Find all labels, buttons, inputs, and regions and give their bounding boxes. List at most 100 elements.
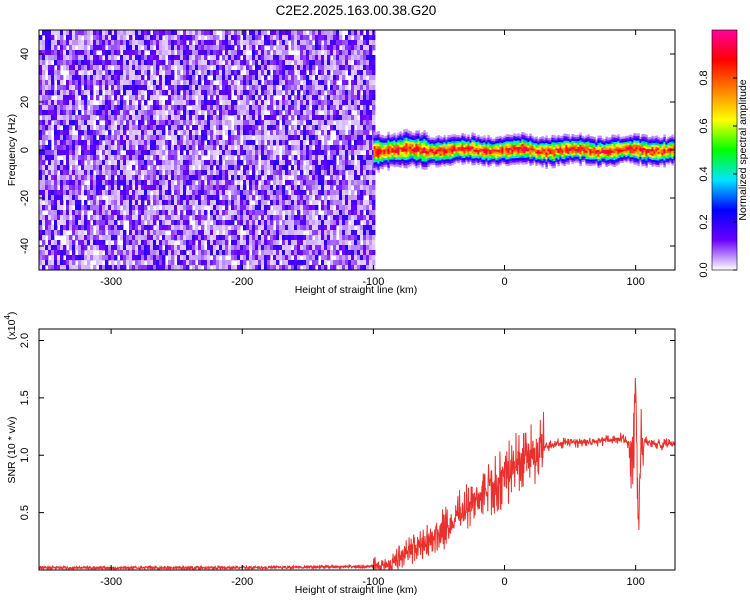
- heatmap-cell: [189, 145, 192, 150]
- heatmap-cell: [318, 135, 321, 140]
- heatmap-cell: [249, 190, 252, 195]
- heatmap-cell: [294, 185, 297, 190]
- heatmap-cell: [153, 195, 156, 200]
- heatmap-cell: [135, 155, 138, 160]
- heatmap-cell: [336, 215, 339, 220]
- heatmap-cell: [159, 225, 162, 230]
- heatmap-cell: [192, 55, 195, 60]
- heatmap-cell: [354, 100, 357, 105]
- heatmap-cell: [360, 245, 363, 250]
- heatmap-cell: [279, 115, 282, 120]
- heatmap-cell: [54, 115, 57, 120]
- heatmap-cell: [351, 125, 354, 130]
- heatmap-cell: [180, 65, 183, 70]
- heatmap-cell: [267, 205, 270, 210]
- heatmap-cell: [351, 40, 354, 45]
- heatmap-cell: [315, 180, 318, 185]
- heatmap-cell: [201, 75, 204, 80]
- heatmap-cell: [315, 150, 318, 155]
- heatmap-cell: [156, 85, 159, 90]
- heatmap-cell: [195, 115, 198, 120]
- heatmap-cell: [162, 80, 165, 85]
- heatmap-cell: [246, 220, 249, 225]
- heatmap-cell: [300, 135, 303, 140]
- heatmap-cell: [306, 125, 309, 130]
- heatmap-cell: [219, 245, 222, 250]
- heatmap-cell: [312, 220, 315, 225]
- heatmap-cell: [204, 125, 207, 130]
- heatmap-cell: [66, 150, 69, 155]
- heatmap-cell: [351, 200, 354, 205]
- heatmap-cell: [264, 255, 267, 260]
- heatmap-cell: [354, 45, 357, 50]
- heatmap-cell: [249, 85, 252, 90]
- heatmap-cell: [93, 215, 96, 220]
- heatmap-cell: [144, 215, 147, 220]
- heatmap-cell: [363, 140, 366, 145]
- heatmap-cell: [153, 40, 156, 45]
- heatmap-cell: [48, 60, 51, 65]
- heatmap-cell: [354, 135, 357, 140]
- heatmap-cell: [93, 40, 96, 45]
- heatmap-cell: [315, 100, 318, 105]
- heatmap-cell: [183, 60, 186, 65]
- heatmap-cell: [333, 145, 336, 150]
- heatmap-cell: [258, 115, 261, 120]
- heatmap-cell: [144, 130, 147, 135]
- heatmap-cell: [54, 60, 57, 65]
- heatmap-cell: [144, 45, 147, 50]
- heatmap-cell: [330, 180, 333, 185]
- heatmap-cell: [282, 125, 285, 130]
- heatmap-cell: [261, 155, 264, 160]
- heatmap-cell: [303, 145, 306, 150]
- heatmap-cell: [282, 65, 285, 70]
- heatmap-cell: [159, 230, 162, 235]
- heatmap-cell: [192, 75, 195, 80]
- heatmap-cell: [42, 110, 45, 115]
- heatmap-cell: [108, 55, 111, 60]
- heatmap-cell: [126, 55, 129, 60]
- heatmap-cell: [309, 120, 312, 125]
- heatmap-cell: [261, 55, 264, 60]
- heatmap-cell: [297, 45, 300, 50]
- heatmap-cell: [225, 185, 228, 190]
- heatmap-cell: [303, 40, 306, 45]
- heatmap-cell: [363, 190, 366, 195]
- heatmap-cell: [360, 115, 363, 120]
- heatmap-cell: [162, 260, 165, 265]
- heatmap-cell: [180, 205, 183, 210]
- heatmap-cell: [186, 225, 189, 230]
- heatmap-cell: [210, 120, 213, 125]
- heatmap-cell: [252, 40, 255, 45]
- heatmap-cell: [264, 65, 267, 70]
- heatmap-cell: [264, 55, 267, 60]
- heatmap-cell: [264, 245, 267, 250]
- heatmap-cell: [81, 235, 84, 240]
- heatmap-cell: [132, 110, 135, 115]
- heatmap-cell: [273, 125, 276, 130]
- heatmap-cell: [318, 180, 321, 185]
- heatmap-cell: [276, 165, 279, 170]
- heatmap-cell: [90, 250, 93, 255]
- heatmap-cell: [222, 260, 225, 265]
- heatmap-cell: [69, 180, 72, 185]
- heatmap-cell: [309, 140, 312, 145]
- heatmap-cell: [48, 80, 51, 85]
- heatmap-cell: [285, 140, 288, 145]
- heatmap-cell: [369, 220, 372, 225]
- heatmap-cell: [42, 60, 45, 65]
- heatmap-cell: [282, 70, 285, 75]
- heatmap-cell: [333, 195, 336, 200]
- heatmap-cell: [219, 150, 222, 155]
- heatmap-cell: [246, 110, 249, 115]
- heatmap-cell: [225, 160, 228, 165]
- heatmap-cell: [186, 30, 189, 35]
- heatmap-cell: [183, 235, 186, 240]
- heatmap-cell: [345, 80, 348, 85]
- heatmap-cell: [162, 250, 165, 255]
- heatmap-cell: [210, 105, 213, 110]
- heatmap-cell: [84, 115, 87, 120]
- heatmap-cell: [351, 160, 354, 165]
- heatmap-cell: [66, 205, 69, 210]
- heatmap-cell: [177, 220, 180, 225]
